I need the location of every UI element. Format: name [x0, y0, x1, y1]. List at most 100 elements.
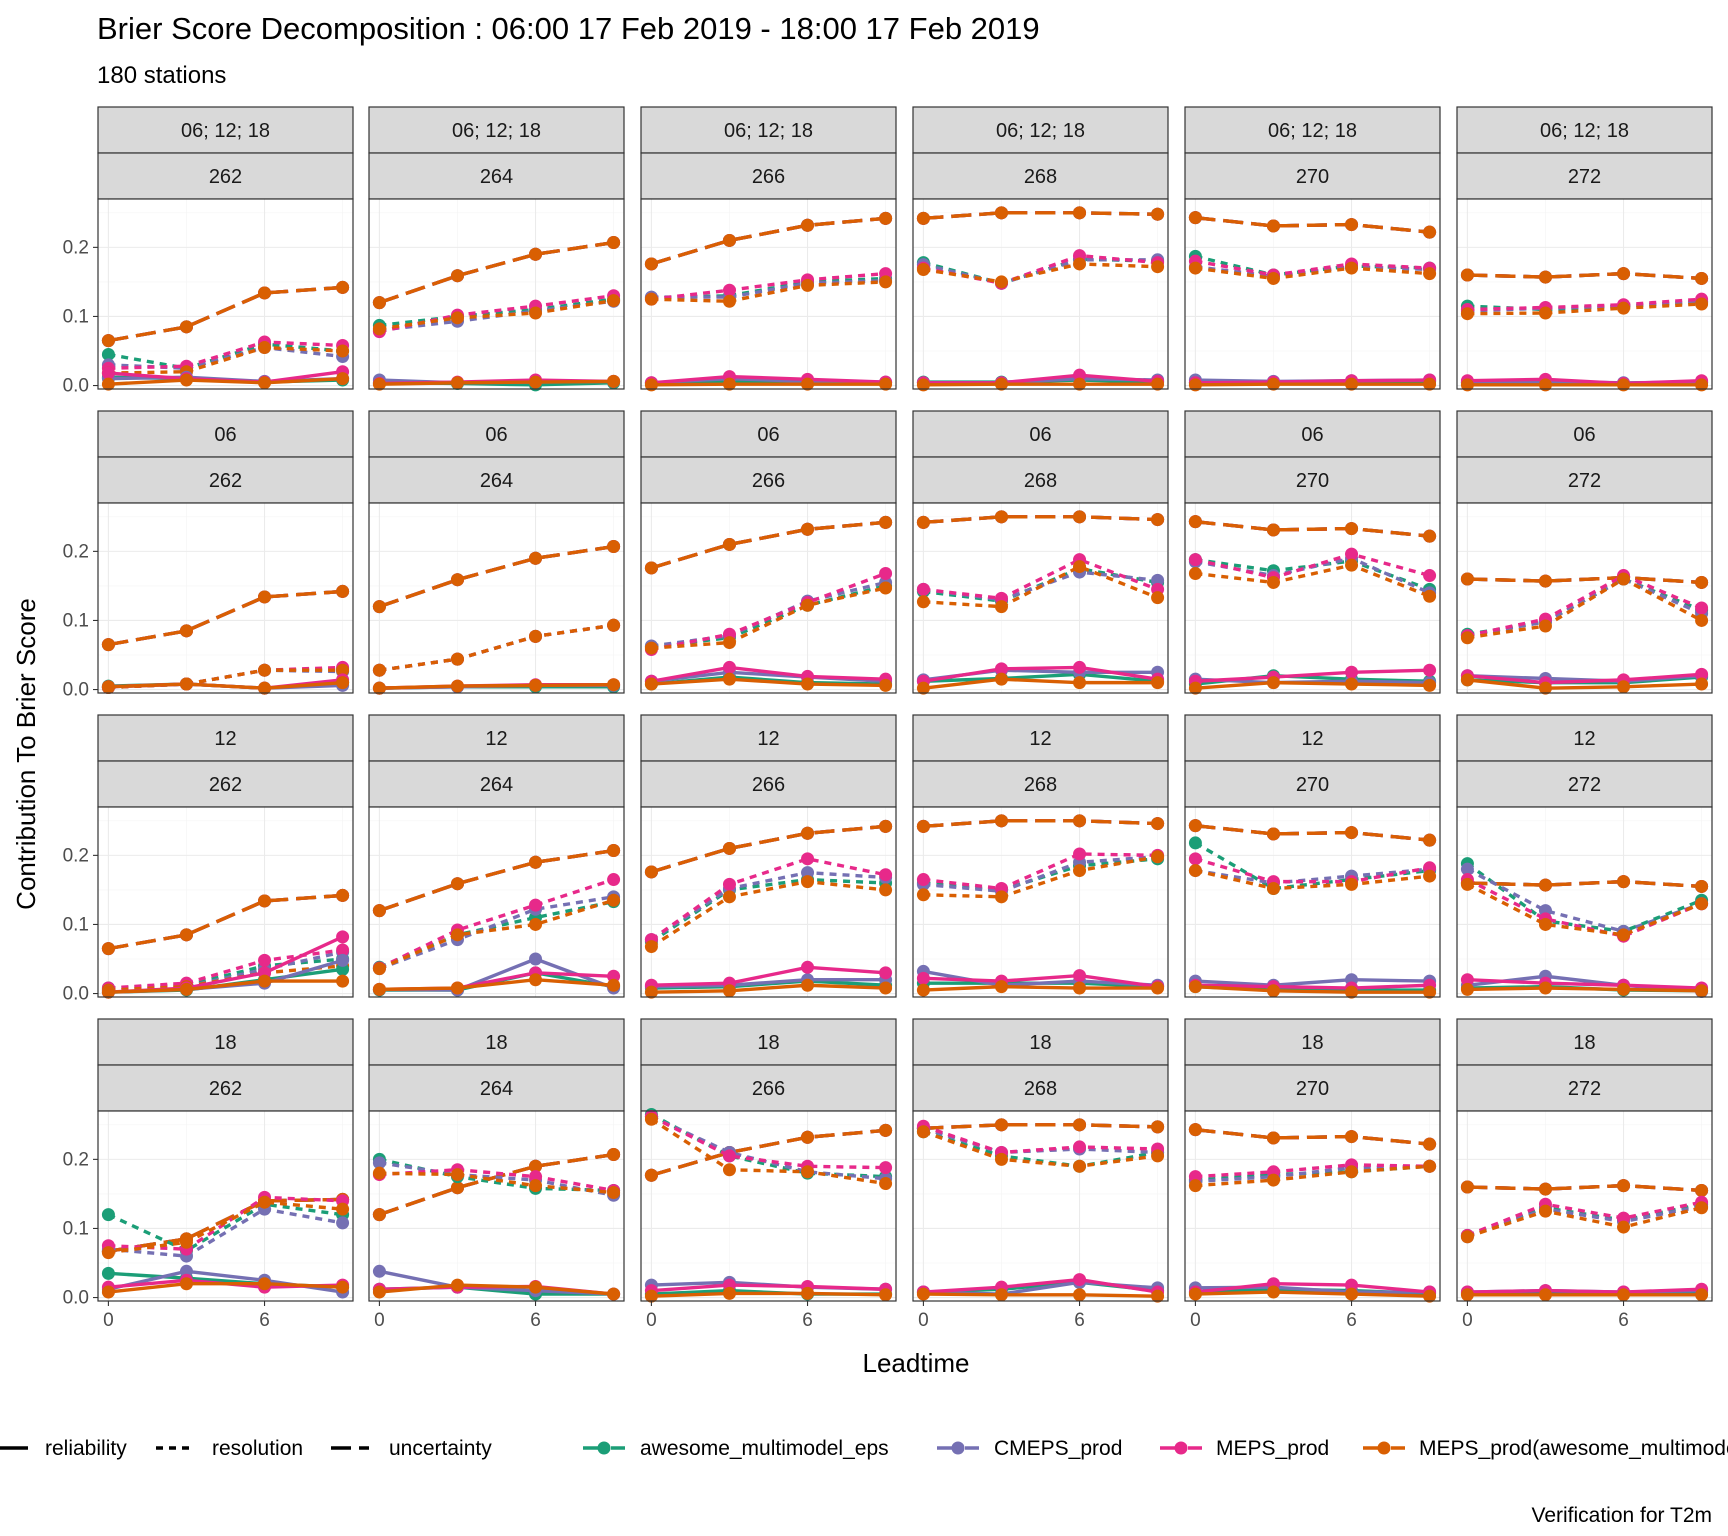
series-line-reliability-meps-prod [1467, 672, 1702, 685]
point-reliability-meps-prod-awesome-multimodel-eps [1617, 982, 1631, 996]
facet-strip-threshold [912, 760, 1169, 808]
panel-border [912, 806, 1169, 998]
panel-border [97, 806, 354, 998]
facet-strip-threshold [1184, 760, 1441, 808]
point-resolution-meps-prod-awesome-multimodel-eps [1695, 897, 1709, 911]
facet-strip-leadtime-label: 18 [214, 1032, 236, 1054]
point-uncertainty-meps-prod-awesome-multimodel-eps [1266, 219, 1280, 233]
point-resolution-meps-prod-awesome-multimodel-eps [916, 888, 930, 902]
point-reliability-meps-prod-awesome-multimodel-eps [258, 376, 272, 390]
series-line-resolution-meps-prod-awesome-multimodel-eps [1466, 1206, 1703, 1239]
point-reliability-cmeps-prod [336, 953, 350, 967]
point-resolution-meps-prod-awesome-multimodel-eps [372, 962, 386, 976]
panel-border [97, 1110, 354, 1302]
point-resolution-meps-prod-awesome-multimodel-eps [1695, 1201, 1709, 1215]
series-line-resolution-meps-prod [1466, 1200, 1702, 1237]
series-line-resolution-meps-prod-awesome-multimodel-eps [379, 1171, 614, 1195]
legend-label-reliability: reliability [45, 1437, 127, 1460]
point-resolution-awesome-multimodel-eps [101, 1208, 115, 1222]
point-uncertainty-meps-prod-awesome-multimodel-eps [1423, 833, 1437, 847]
facet-strip-threshold-label: 266 [752, 1078, 785, 1100]
point-reliability-meps-prod [1345, 665, 1359, 679]
point-resolution-meps-prod [916, 873, 930, 887]
point-uncertainty-meps-prod-awesome-multimodel-eps [372, 600, 386, 614]
series-line-resolution-meps-prod-awesome-multimodel-eps [1195, 563, 1431, 598]
facet-strip-threshold-label: 270 [1296, 774, 1329, 796]
series-line-reliability-meps-prod-awesome-multimodel-eps [108, 1282, 343, 1294]
series-line-reliability-meps-prod-awesome-multimodel-eps [923, 1292, 1158, 1298]
point-reliability-meps-prod-awesome-multimodel-eps [101, 1285, 115, 1299]
point-reliability-meps-prod [1460, 973, 1474, 987]
series-line-uncertainty-meps-prod-awesome-multimodel-eps [108, 893, 343, 951]
facet-strip-leadtime-label: 06; 12; 18 [996, 120, 1085, 142]
point-reliability-meps-prod [916, 971, 930, 985]
point-reliability-meps-prod-awesome-multimodel-eps [1073, 676, 1087, 690]
y-tick-label: 0.0 [63, 376, 89, 397]
point-uncertainty-meps-prod-awesome-multimodel-eps [722, 233, 736, 247]
facet-strip-threshold [1456, 1064, 1713, 1112]
y-tick-label: 0.2 [63, 541, 89, 562]
facet-strip-leadtime-label: 18 [1301, 1032, 1323, 1054]
facet-strip-threshold [368, 152, 625, 200]
series-line-reliability-cmeps-prod [379, 1269, 614, 1296]
series-line-resolution-cmeps-prod [1195, 867, 1430, 885]
point-reliability-meps-prod-awesome-multimodel-eps [1695, 677, 1709, 691]
point-resolution-meps-prod [1345, 547, 1359, 561]
panel-border [1456, 502, 1713, 694]
point-reliability-meps-prod-awesome-multimodel-eps [607, 1287, 621, 1301]
series-line-reliability-meps-prod-awesome-multimodel-eps [108, 680, 343, 690]
panel-06-12-18-270: 06; 12; 18 270 [1184, 106, 1441, 392]
facet-strip-threshold-label: 264 [480, 166, 513, 188]
facet-strip-leadtime-label: 12 [214, 728, 236, 750]
x-axis-title: Leadtime [863, 1348, 970, 1378]
x-tick-label: 0 [103, 1310, 114, 1331]
series-line-resolution-meps-prod-awesome-multimodel-eps [1467, 302, 1702, 316]
series-line-reliability-meps-prod-awesome-multimodel-eps [1467, 678, 1702, 690]
facet-strip-leadtime [1184, 714, 1441, 762]
series-line-reliability-meps-prod [651, 1283, 886, 1293]
point-uncertainty-meps-prod-awesome-multimodel-eps [1188, 1123, 1202, 1137]
facet-strip-threshold-label: 266 [752, 166, 785, 188]
point-resolution-meps-prod-awesome-multimodel-eps [1266, 575, 1280, 589]
point-resolution-meps-prod [879, 1161, 893, 1175]
series-line-resolution-meps-prod-awesome-multimodel-eps [108, 1200, 343, 1255]
point-resolution-meps-prod-awesome-multimodel-eps [450, 652, 464, 666]
point-resolution-meps-prod-awesome-multimodel-eps [336, 663, 350, 677]
point-reliability-meps-prod-awesome-multimodel-eps [372, 377, 386, 391]
point-uncertainty-meps-prod-awesome-multimodel-eps [336, 584, 350, 598]
point-resolution-cmeps-prod [372, 1156, 386, 1170]
point-resolution-meps-prod-awesome-multimodel-eps [1695, 297, 1709, 311]
series-line-uncertainty-meps-prod-awesome-multimodel-eps [650, 824, 886, 874]
point-resolution-meps-prod [722, 1149, 736, 1163]
point-uncertainty-meps-prod-awesome-multimodel-eps [1151, 207, 1165, 221]
panel-12-264: 12 264 [368, 714, 625, 998]
series-line-resolution-meps-prod [379, 1168, 614, 1193]
facet-strip-leadtime [368, 1018, 625, 1066]
point-reliability-meps-prod-awesome-multimodel-eps [722, 1286, 736, 1300]
series-line-resolution-meps-prod [650, 857, 886, 942]
point-uncertainty-meps-prod-awesome-multimodel-eps [179, 320, 193, 334]
point-resolution-meps-prod [258, 953, 272, 967]
series-line-resolution-meps-prod [108, 340, 343, 370]
point-reliability-meps-prod-awesome-multimodel-eps [179, 373, 193, 387]
point-uncertainty-meps-prod-awesome-multimodel-eps [529, 551, 543, 565]
point-resolution-meps-prod [1617, 1211, 1631, 1225]
facet-strip-leadtime [1184, 106, 1441, 154]
panel-background [1457, 199, 1712, 389]
y-tick-label: 0.0 [63, 1288, 89, 1309]
point-uncertainty-meps-prod-awesome-multimodel-eps [1345, 1130, 1359, 1144]
point-uncertainty-meps-prod-awesome-multimodel-eps [450, 877, 464, 891]
panel-18-270: 18 270 0 6 [1184, 1018, 1441, 1331]
point-resolution-meps-prod-awesome-multimodel-eps [372, 322, 386, 336]
point-uncertainty-meps-prod-awesome-multimodel-eps [801, 218, 815, 232]
series-line-resolution-meps-prod-awesome-multimodel-eps [651, 586, 886, 650]
series-line-reliability-meps-prod [923, 973, 1158, 989]
facet-strip-threshold-label: 264 [480, 1078, 513, 1100]
point-resolution-meps-prod [722, 877, 736, 891]
panel-background [641, 1111, 896, 1301]
point-resolution-meps-prod-awesome-multimodel-eps [1538, 1204, 1552, 1218]
point-reliability-meps-prod-awesome-multimodel-eps [1073, 1288, 1087, 1302]
series-line-uncertainty-meps-prod-awesome-multimodel-eps [1195, 1127, 1430, 1146]
panel-border [640, 806, 897, 998]
panel-border [640, 198, 897, 390]
